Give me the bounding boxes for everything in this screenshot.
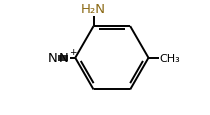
- Text: CH₃: CH₃: [159, 53, 180, 63]
- Text: N: N: [59, 52, 69, 65]
- Text: N: N: [48, 52, 58, 65]
- Text: H₂N: H₂N: [81, 3, 106, 16]
- Text: +: +: [70, 48, 77, 56]
